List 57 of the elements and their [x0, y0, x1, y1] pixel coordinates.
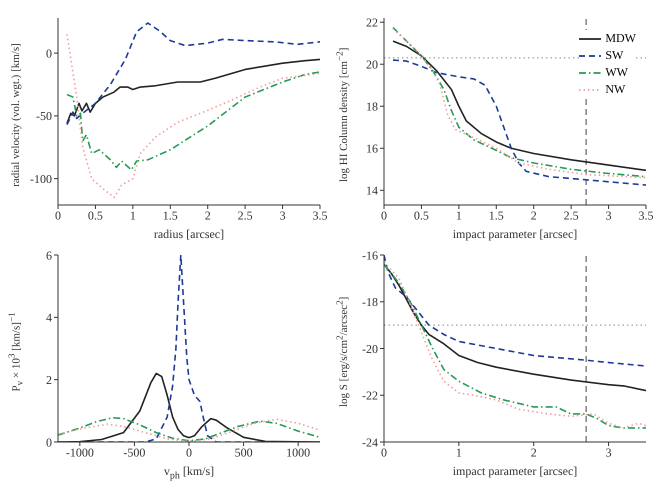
x-axis-title: v$_{ph}$ [km/s] [162, 464, 216, 482]
y-tick-label: 2 [46, 372, 52, 387]
y-tick-label: 14 [366, 184, 378, 198]
x-tick-label: 0.5 [414, 208, 429, 223]
y-tick-label: -22 [362, 388, 378, 403]
line-series [66, 71, 320, 171]
line-series [66, 58, 320, 124]
y-tick-label: 22 [366, 15, 378, 30]
y-tick-label: 4 [46, 310, 52, 325]
y-tick-label: -100 [30, 172, 52, 186]
legend-label: WW [605, 64, 628, 81]
x-tick-label: 500 [234, 446, 253, 460]
x-tick-label: 0.5 [88, 208, 103, 223]
x-tick-label: 3.5 [312, 208, 328, 223]
y-tick-label: -16 [362, 248, 378, 262]
x-tick-label: 1 [130, 208, 136, 223]
x-tick-label: 3 [280, 208, 286, 223]
x-tick-label: 2.5 [238, 208, 253, 223]
legend-label: NW [605, 81, 626, 98]
x-tick-label: 0 [186, 446, 192, 460]
line-series [66, 34, 320, 198]
y-tick-label: -18 [362, 295, 378, 310]
y-axis-title: radial velocity (vol. wgt.) [km/s] [10, 42, 22, 186]
x-tick-label: 1 [456, 446, 462, 460]
y-tick-label: 16 [366, 142, 378, 156]
x-tick-label: 0 [381, 208, 387, 223]
y-tick-label: -50 [36, 109, 52, 124]
x-tick-label: 1.5 [488, 208, 504, 223]
y-tick-label: 0 [46, 46, 52, 60]
x-tick-label: 1.5 [162, 208, 178, 223]
x-tick-label: 0 [55, 208, 61, 223]
x-tick-label: 3.5 [638, 208, 654, 223]
line-series [392, 59, 646, 186]
x-tick-label: 3 [606, 446, 612, 460]
x-tick-label: 2 [530, 208, 537, 223]
x-tick-label: 2 [530, 446, 537, 460]
y-tick-label: -24 [362, 435, 378, 450]
y-tick-label: 0 [46, 435, 52, 450]
x-tick-label: 1 [456, 208, 462, 223]
line-series [384, 255, 646, 367]
x-axis-title: impact parameter [arcsec] [452, 464, 578, 480]
x-tick-label: 3 [606, 208, 612, 223]
y-tick-label: 20 [366, 57, 378, 72]
x-tick-label: 0 [381, 446, 387, 460]
y-tick-label: -20 [362, 342, 378, 356]
x-tick-label: 2 [204, 208, 211, 223]
legend-label: SW [605, 47, 624, 64]
x-tick-label: -1000 [66, 446, 94, 460]
x-tick-label: 1000 [286, 446, 310, 460]
y-tick-label: 18 [366, 100, 378, 114]
x-axis-title: radius [arcsec] [152, 227, 226, 243]
x-axis-title: impact parameter [arcsec] [452, 227, 578, 243]
line-series [66, 22, 320, 126]
x-tick-label: 2.5 [564, 208, 579, 223]
y-tick-label: 6 [46, 248, 52, 262]
legend-label: MDW [605, 30, 636, 47]
x-tick-label: -500 [123, 446, 146, 460]
